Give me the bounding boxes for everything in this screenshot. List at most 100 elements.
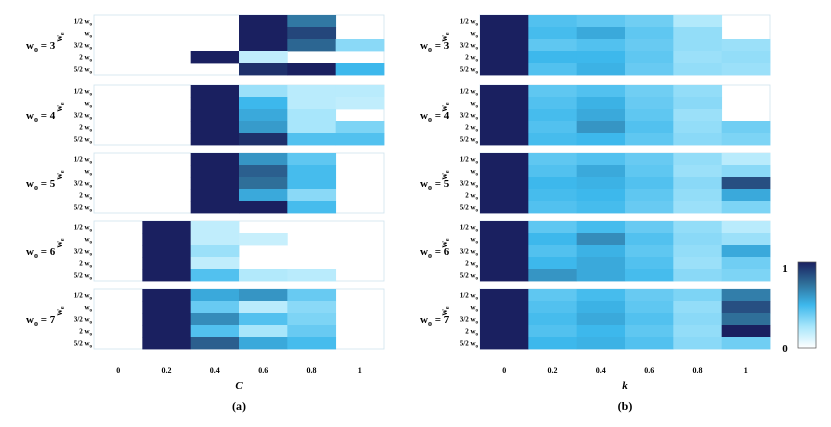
row-label: 5/2 wo (74, 66, 93, 76)
heatmap-cell (673, 39, 723, 52)
row-label: wo (84, 30, 92, 40)
heatmap-cell (287, 97, 337, 110)
row-label: 1/2 wo (74, 292, 93, 302)
heatmap-cell (673, 233, 723, 246)
colorbar: 1 0 (782, 261, 817, 355)
heatmap-cell (576, 165, 626, 178)
heatmap-cell (480, 245, 529, 258)
heatmap-cell (239, 269, 288, 282)
heatmap-cell (190, 85, 240, 98)
x-tick-label: 0.6 (644, 366, 654, 375)
row-label: 3/2 wo (74, 112, 93, 122)
heatmap-cell (480, 337, 529, 350)
heatmap-cell (528, 189, 578, 202)
x-tick-label: 0.6 (258, 366, 268, 375)
heatmap-cell (673, 121, 723, 134)
heatmap-cell (239, 301, 288, 314)
row-label: 3/2 wo (74, 180, 93, 190)
x-tick-label: 0 (502, 366, 506, 375)
heatmap-cell (576, 289, 626, 302)
heatmap-cell (335, 133, 385, 146)
heatmap-cell (576, 233, 626, 246)
heatmap-cell (190, 301, 240, 314)
heatmap-cell (480, 39, 529, 52)
heatmap-cell (576, 177, 626, 190)
heatmap-cell (625, 51, 674, 64)
heatmap-cell (239, 165, 288, 178)
heatmap-cell (480, 97, 529, 110)
heatmap-cell (625, 289, 674, 302)
heatmap-cell (142, 257, 192, 270)
heatmap-cell (190, 177, 240, 190)
colorbar-min-label: 0 (782, 343, 788, 355)
heatmap-cell (335, 63, 385, 76)
heatmap-cell (190, 257, 240, 270)
heatmap-cell (190, 153, 240, 166)
row-label: 1/2 wo (74, 18, 93, 28)
row-label: wo (470, 304, 478, 314)
heatmap-cell (335, 97, 385, 110)
heatmap-cell (576, 27, 626, 40)
heatmap-cell (528, 15, 578, 28)
heatmap-cell (480, 221, 529, 234)
heatmap-cell (480, 269, 529, 282)
row-label: 3/2 wo (460, 112, 479, 122)
row-label: 2 wo (79, 54, 92, 64)
row-label: 2 wo (465, 54, 478, 64)
colorbar-max-label: 1 (782, 263, 788, 275)
heatmap-cell (576, 337, 626, 350)
x-axis-label: C (235, 380, 243, 392)
heatmap-cell (721, 153, 771, 166)
heatmap-cell (625, 221, 674, 234)
heatmap-cell (528, 109, 578, 122)
heatmap-cell (239, 109, 288, 122)
heatmap-cell (239, 63, 288, 76)
heatmap-cell (528, 245, 578, 258)
heatmap-cell (239, 15, 288, 28)
heatmap-cell (625, 177, 674, 190)
x-tick-label: 0.4 (596, 366, 606, 375)
y-axis-label: we (439, 170, 451, 180)
heatmap-cell (287, 289, 337, 302)
heatmap-cell (673, 27, 723, 40)
heatmap-cell (721, 51, 771, 64)
heatmap-cell (239, 189, 288, 202)
row-label: 3/2 wo (460, 180, 479, 190)
heatmap-cell (239, 39, 288, 52)
heatmap-cell (721, 289, 771, 302)
heatmap-cell (625, 39, 674, 52)
heatmap-cell (721, 63, 771, 76)
heatmap-cell (190, 97, 240, 110)
heatmap-cell (673, 257, 723, 270)
row-label: 2 wo (79, 328, 92, 338)
row-label: wo (84, 168, 92, 178)
heatmap-cell (528, 201, 578, 214)
heatmap-cell (528, 133, 578, 146)
panel-label: wo = 4 (420, 110, 450, 124)
heatmap-cell (576, 201, 626, 214)
heatmap-cell (673, 51, 723, 64)
heatmap-cell (576, 221, 626, 234)
heatmap-cell (190, 51, 240, 64)
heatmap-cell (721, 39, 771, 52)
y-axis-label: we (439, 32, 451, 42)
heatmap-cell (335, 85, 385, 98)
heatmap-cell (239, 121, 288, 134)
heatmap-cell (142, 337, 192, 350)
heatmap-cell (528, 153, 578, 166)
heatmap-cell (576, 269, 626, 282)
heatmap-cell (673, 221, 723, 234)
row-label: wo (470, 236, 478, 246)
panel-label: wo = 6 (26, 246, 56, 260)
heatmap-cell (625, 201, 674, 214)
heatmap-cell (528, 97, 578, 110)
heatmap-cell (287, 189, 337, 202)
row-label: 5/2 wo (74, 136, 93, 146)
heatmap-cell (528, 257, 578, 270)
